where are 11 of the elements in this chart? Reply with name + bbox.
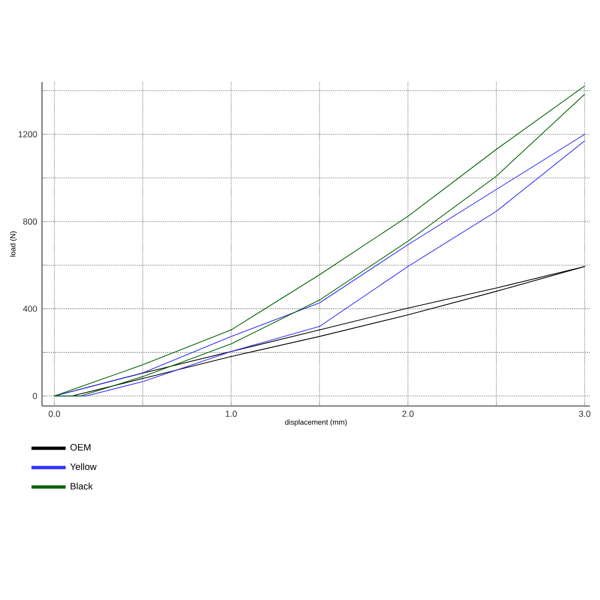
legend-label: Yellow [70,463,97,470]
y-tick-label: 0 [32,392,37,400]
x-tick-label: 0.0 [48,410,60,417]
y-tick-label: 800 [23,218,37,225]
y-tick-label: 1200 [18,131,37,138]
x-tick-label: 2.0 [402,410,414,417]
legend-label: OEM [70,444,90,451]
legend-label: Black [70,482,93,490]
y-tick-label: 400 [23,306,37,312]
x-tick-label: 3.0 [579,410,590,417]
x-tick-label: 1.0 [226,410,237,417]
